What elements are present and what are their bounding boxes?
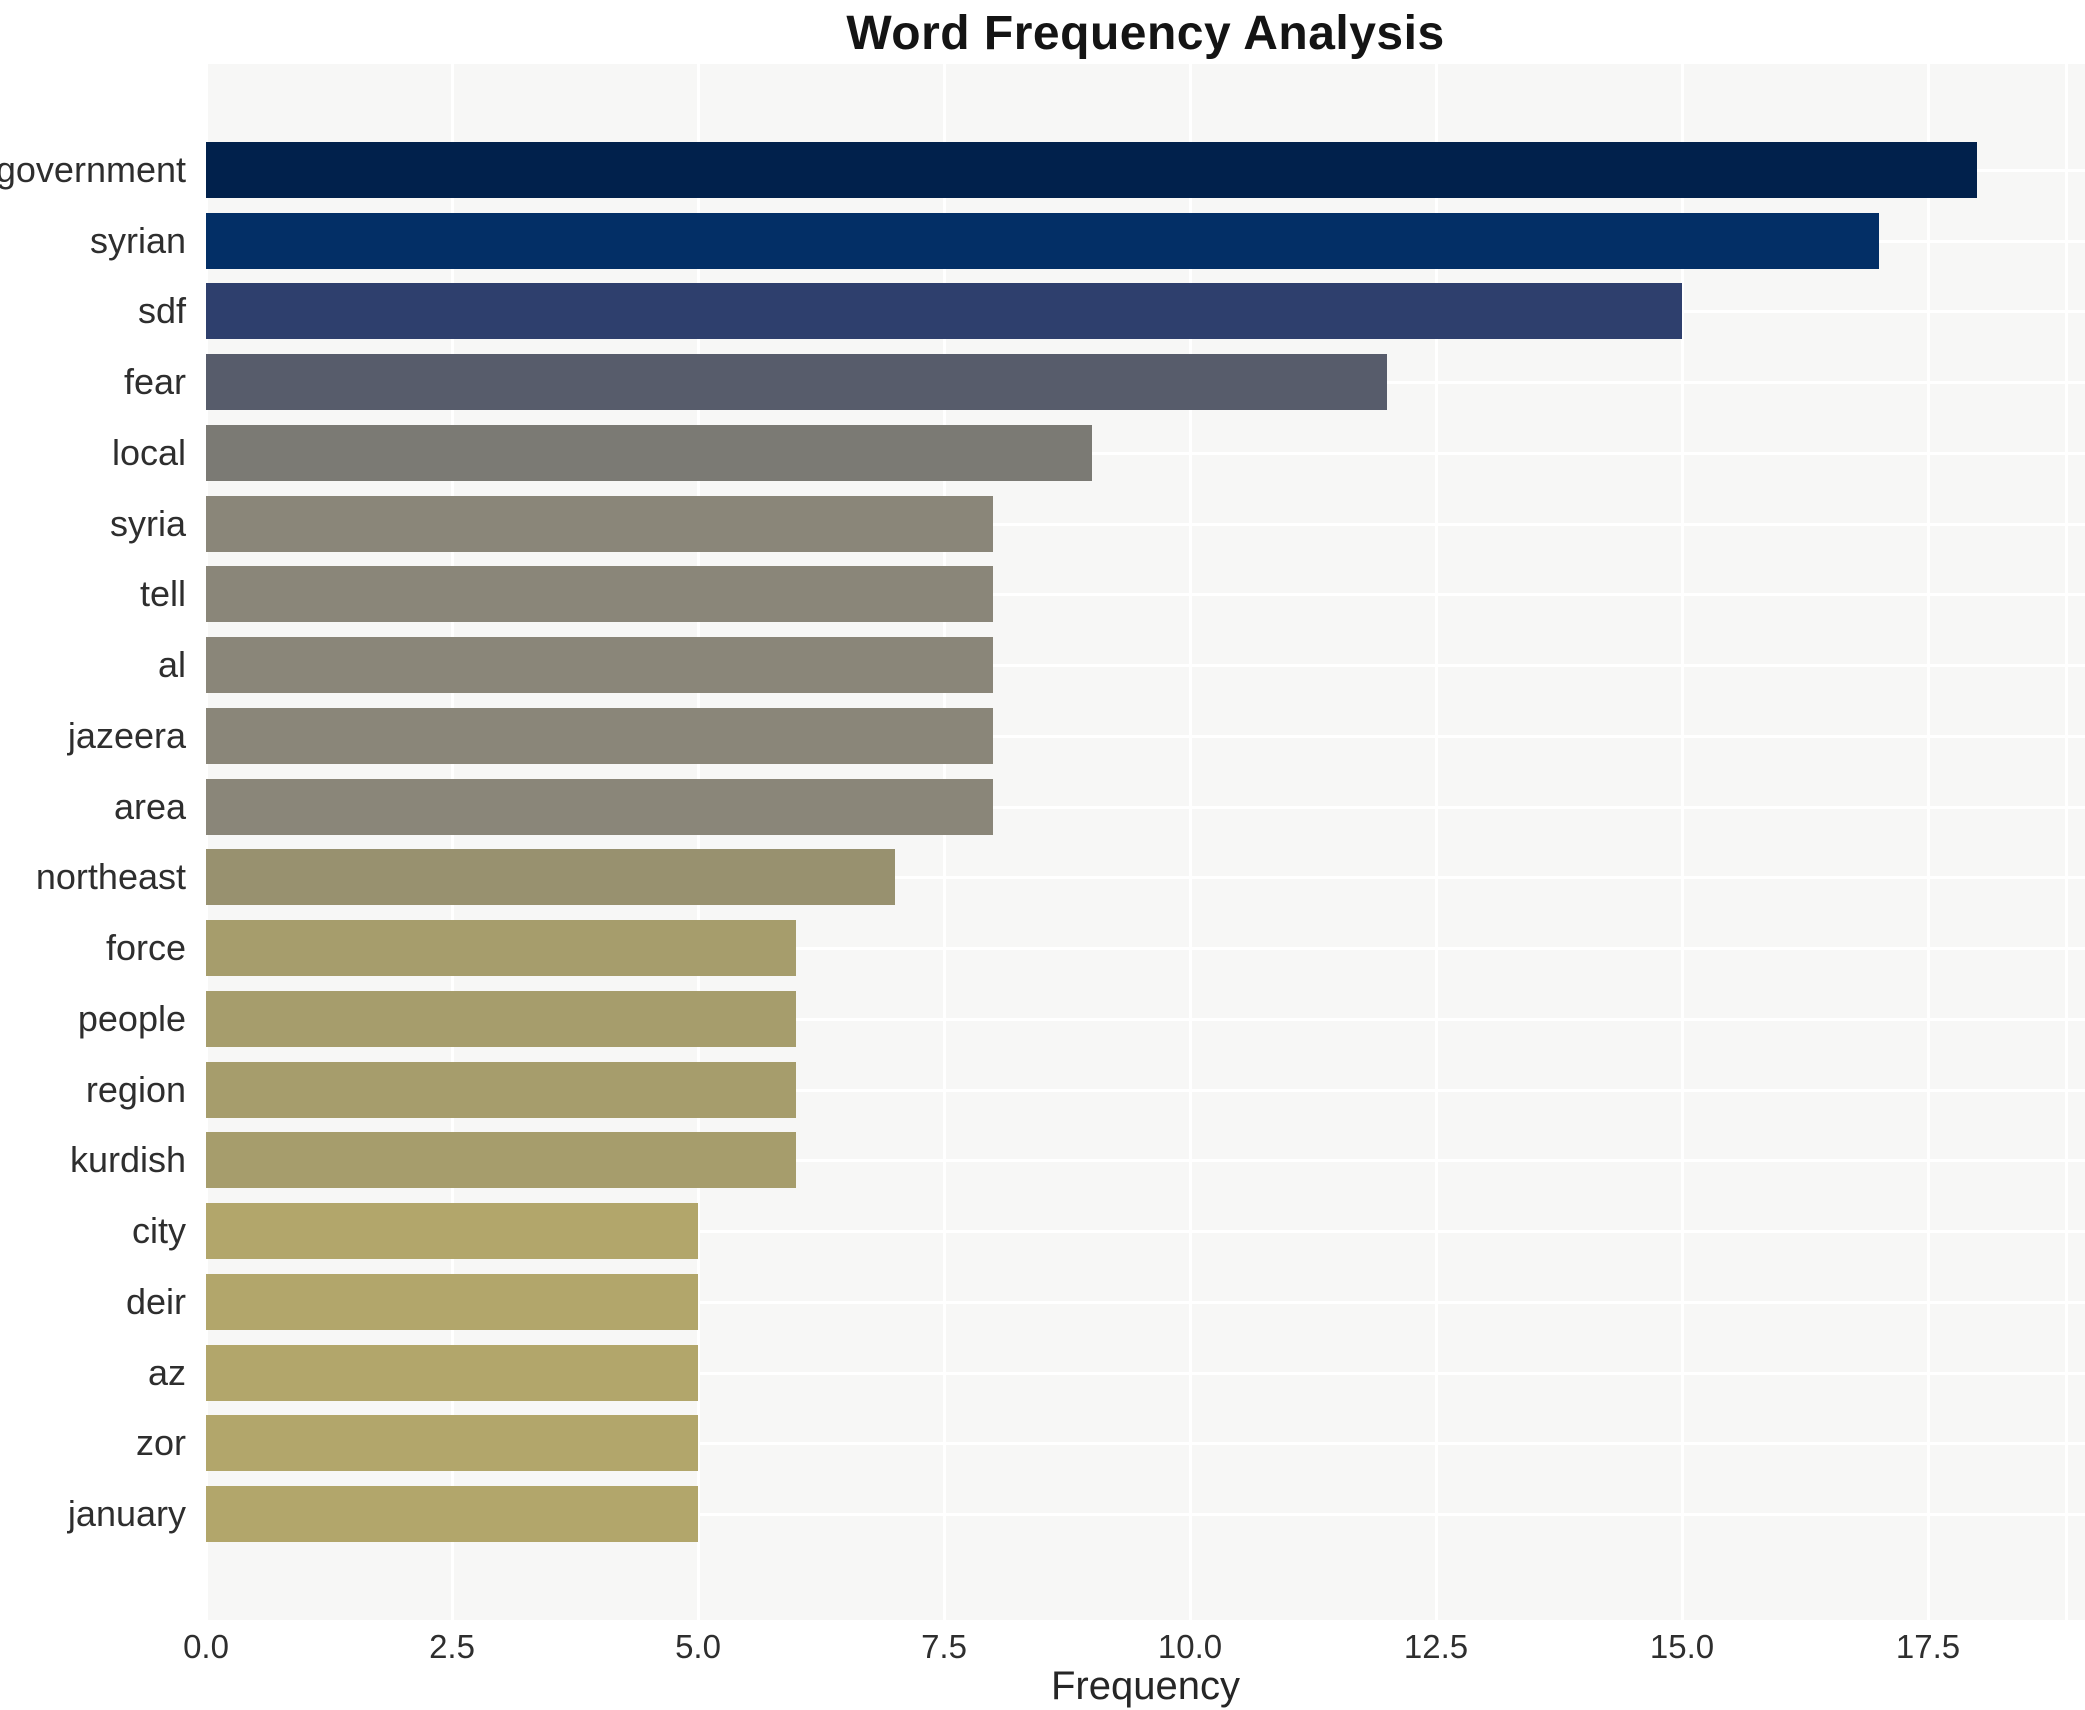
y-label-tell: tell: [139, 573, 186, 614]
bar-force: [206, 920, 796, 976]
y-label-city: city: [132, 1210, 186, 1251]
bar-sdf: [206, 283, 1682, 339]
x-tick-12.5: 12.5: [1403, 1628, 1469, 1665]
x-tick-0.0: 0.0: [183, 1628, 229, 1665]
x-axis-title: Frequency: [1051, 1664, 1240, 1708]
y-label-people: people: [77, 998, 186, 1039]
y-label-kurdish: kurdish: [69, 1139, 186, 1180]
bar-jazeera: [206, 708, 993, 764]
y-label-region: region: [85, 1069, 186, 1110]
y-gridline: [206, 1089, 2085, 1092]
bar-zor: [206, 1415, 698, 1471]
bar-al: [206, 637, 993, 693]
y-gridline: [206, 523, 2085, 526]
y-label-al: al: [157, 644, 186, 685]
y-gridline: [206, 735, 2085, 738]
y-gridline: [206, 1301, 2085, 1304]
y-label-fear: fear: [123, 361, 186, 402]
y-label-local: local: [111, 432, 186, 473]
y-label-az: az: [147, 1352, 186, 1393]
y-gridline: [206, 452, 2085, 455]
x-tick-17.5: 17.5: [1895, 1628, 1961, 1665]
y-gridline: [206, 1230, 2085, 1233]
y-label-syrian: syrian: [89, 220, 186, 261]
bar-deir: [206, 1274, 698, 1330]
bar-january: [206, 1486, 698, 1542]
y-label-jazeera: jazeera: [67, 715, 186, 756]
y-gridline: [206, 1442, 2085, 1445]
x-tick-15.0: 15.0: [1649, 1628, 1715, 1665]
y-gridline: [206, 664, 2085, 667]
x-gridline: [1189, 64, 1192, 1620]
x-gridline: [205, 64, 208, 1620]
bar-az: [206, 1345, 698, 1401]
y-label-northeast: northeast: [35, 856, 186, 897]
bar-fear: [206, 354, 1387, 410]
x-gridline: [943, 64, 946, 1620]
y-gridline: [206, 947, 2085, 950]
bar-syria: [206, 496, 993, 552]
bar-tell: [206, 566, 993, 622]
y-label-sdf: sdf: [137, 290, 186, 331]
bar-syrian: [206, 213, 1879, 269]
y-label-deir: deir: [125, 1281, 186, 1322]
x-tick-7.5: 7.5: [921, 1628, 967, 1665]
chart-title: Word Frequency Analysis: [846, 7, 1445, 60]
right-spine: [2065, 64, 2068, 1620]
bar-people: [206, 991, 796, 1047]
x-tick-2.5: 2.5: [429, 1628, 475, 1665]
y-gridline: [206, 1513, 2085, 1516]
plot-area: [205, 64, 2085, 1620]
y-gridline: [206, 1018, 2085, 1021]
bar-northeast: [206, 849, 895, 905]
y-label-force: force: [105, 927, 186, 968]
y-label-zor: zor: [135, 1422, 186, 1463]
y-gridline: [206, 1372, 2085, 1375]
x-tick-10.0: 10.0: [1157, 1628, 1223, 1665]
y-label-area: area: [113, 786, 186, 827]
y-label-january: january: [67, 1493, 186, 1534]
bar-area: [206, 779, 993, 835]
x-gridline: [697, 64, 700, 1620]
y-gridline: [206, 1159, 2085, 1162]
x-gridline: [1681, 64, 1684, 1620]
x-gridline: [1435, 64, 1438, 1620]
y-label-syria: syria: [109, 503, 186, 544]
bar-region: [206, 1062, 796, 1118]
y-label-government: government: [0, 149, 186, 190]
bar-local: [206, 425, 1092, 481]
bar-government: [206, 142, 1977, 198]
x-gridline: [451, 64, 454, 1620]
y-gridline: [206, 876, 2085, 879]
bar-city: [206, 1203, 698, 1259]
x-gridline: [1927, 64, 1930, 1620]
y-gridline: [206, 806, 2085, 809]
x-tick-5.0: 5.0: [675, 1628, 721, 1665]
bar-kurdish: [206, 1132, 796, 1188]
y-gridline: [206, 593, 2085, 596]
